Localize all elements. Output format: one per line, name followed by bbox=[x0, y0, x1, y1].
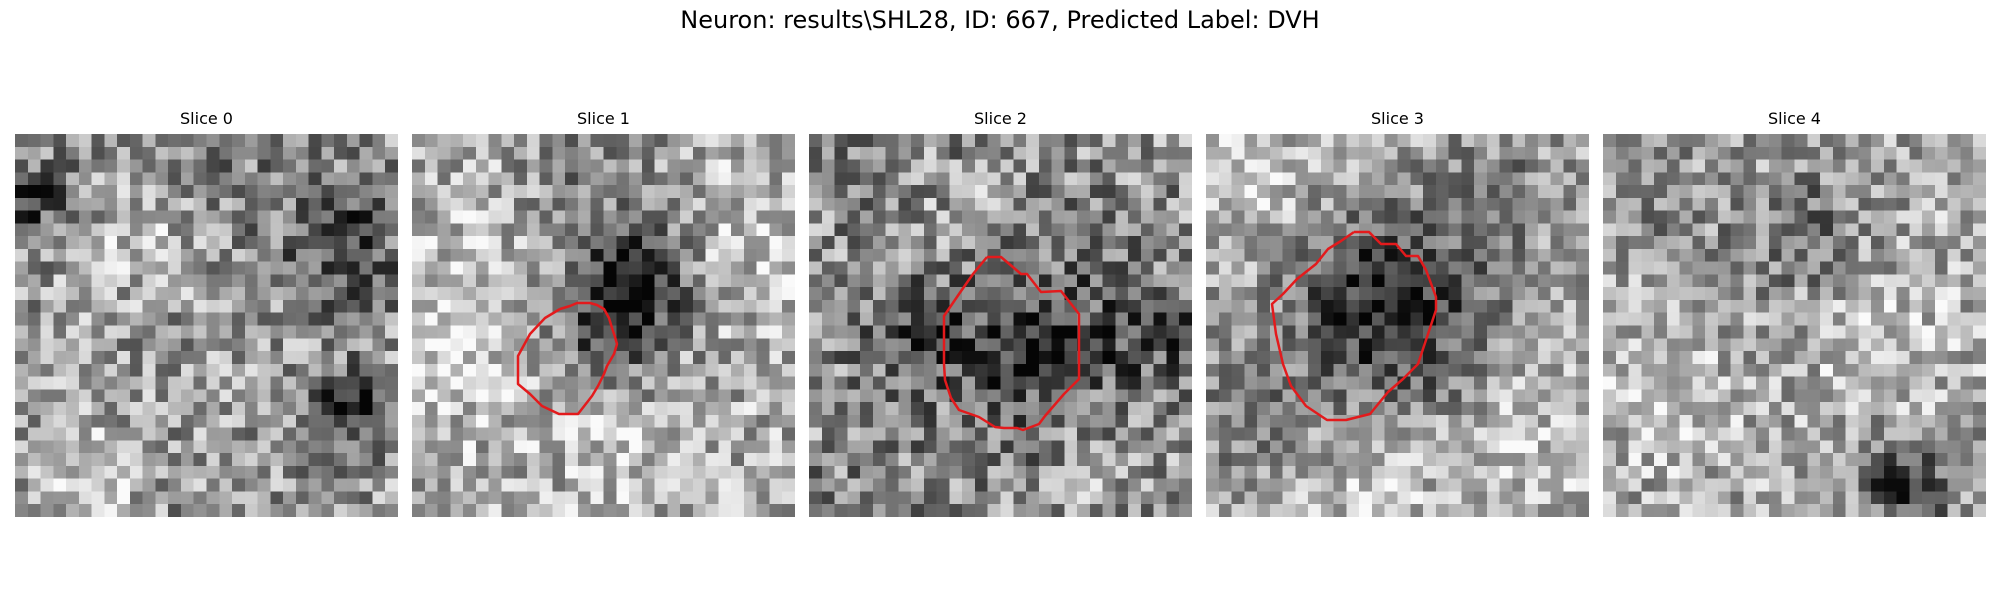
panel-title-slice-2: Slice 2 bbox=[974, 109, 1027, 128]
slice-0-image bbox=[15, 134, 398, 517]
slice-2-image bbox=[809, 134, 1192, 517]
slice-3-image bbox=[1206, 134, 1589, 517]
panel-title-slice-4: Slice 4 bbox=[1768, 109, 1821, 128]
slice-4-image bbox=[1603, 134, 1986, 517]
panel-title-slice-0: Slice 0 bbox=[180, 109, 233, 128]
figure-title: Neuron: results\SHL28, ID: 667, Predicte… bbox=[680, 6, 1320, 34]
panel-title-slice-1: Slice 1 bbox=[577, 109, 630, 128]
panel-title-slice-3: Slice 3 bbox=[1371, 109, 1424, 128]
slice-1-image bbox=[412, 134, 795, 517]
